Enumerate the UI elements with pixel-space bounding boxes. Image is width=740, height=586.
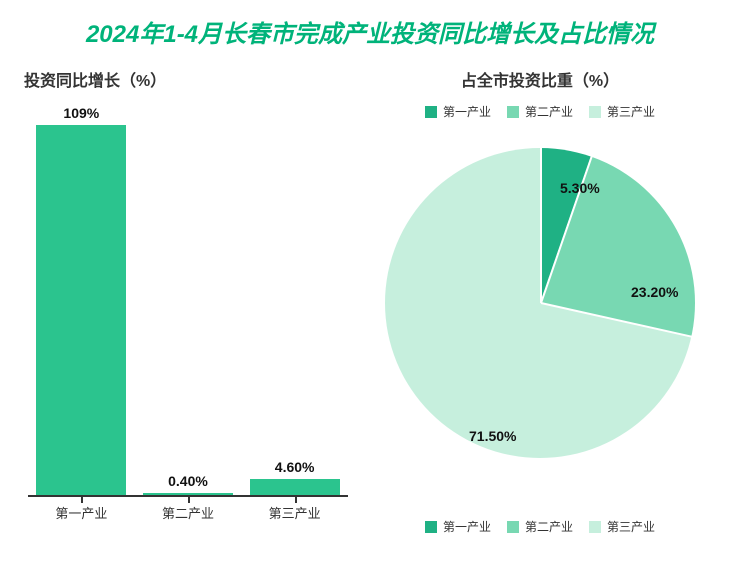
legend-item: 第三产业 bbox=[589, 518, 655, 535]
chart-container: 2024年1-4月长春市完成产业投资同比增长及占比情况 投资同比增长（%） 10… bbox=[0, 0, 740, 586]
pie-chart-subtitle: 占全市投资比重（%） bbox=[362, 67, 718, 91]
x-axis-tick bbox=[188, 495, 190, 503]
panels-row: 投资同比增长（%） 109%0.40%4.60% 第一产业第二产业第三产业 占全… bbox=[22, 67, 718, 567]
bar-value-label: 4.60% bbox=[275, 459, 315, 475]
legend-item: 第二产业 bbox=[507, 103, 573, 120]
bar-chart-panel: 投资同比增长（%） 109% 0.40% 4.60% 第一产业第二产业第三产业 bbox=[22, 67, 362, 567]
bar-wrap: 0.40% bbox=[143, 473, 233, 495]
legend-label: 第二产业 bbox=[525, 103, 573, 120]
legend-label: 第二产业 bbox=[525, 518, 573, 535]
legend-swatch bbox=[425, 106, 437, 118]
legend-item: 第三产业 bbox=[589, 103, 655, 120]
legend-item: 第一产业 bbox=[425, 103, 491, 120]
pie-separator bbox=[541, 302, 693, 338]
x-axis-label: 第三产业 bbox=[250, 503, 340, 522]
legend-swatch bbox=[589, 106, 601, 118]
legend-label: 第三产业 bbox=[607, 518, 655, 535]
pie-chart-panel: 占全市投资比重（%） 第一产业第二产业第三产业 5.30%23.20%71.50… bbox=[362, 67, 718, 567]
x-axis-label: 第二产业 bbox=[143, 503, 233, 522]
pie-slice-label: 71.50% bbox=[469, 428, 516, 444]
legend-swatch bbox=[507, 106, 519, 118]
bar-wrap: 109% bbox=[36, 105, 126, 495]
pie-legend-bottom: 第一产业 第二产业 第三产业 bbox=[362, 518, 718, 535]
bar-value-label: 0.40% bbox=[168, 473, 208, 489]
bar-plot-area: 109% 0.40% 4.60% 第一产业第二产业第三产业 bbox=[28, 107, 348, 527]
pie-separator bbox=[540, 156, 593, 303]
pie-wrap: 第一产业第二产业第三产业 5.30%23.20%71.50% 第一产业第二产业第… bbox=[362, 103, 718, 543]
bar-value-label: 109% bbox=[63, 105, 99, 121]
x-axis-tick bbox=[295, 495, 297, 503]
main-title: 2024年1-4月长春市完成产业投资同比增长及占比情况 bbox=[22, 14, 718, 49]
pie-separator bbox=[540, 148, 542, 303]
legend-swatch bbox=[507, 521, 519, 533]
pie-legend-top: 第一产业 第二产业 第三产业 bbox=[362, 103, 718, 120]
pie-circle: 5.30% 23.20% 71.50% bbox=[385, 148, 695, 458]
bar-rect bbox=[250, 479, 340, 495]
bar-rect bbox=[36, 125, 126, 495]
legend-label: 第一产业 bbox=[443, 518, 491, 535]
x-axis-row: 第一产业第二产业第三产业 bbox=[28, 497, 348, 527]
legend-swatch bbox=[425, 521, 437, 533]
legend-label: 第一产业 bbox=[443, 103, 491, 120]
legend-swatch bbox=[589, 521, 601, 533]
legend-item: 第一产业 bbox=[425, 518, 491, 535]
bars-row: 109% 0.40% 4.60% bbox=[28, 107, 348, 497]
x-axis-tick bbox=[81, 495, 83, 503]
bar-chart-subtitle: 投资同比增长（%） bbox=[24, 67, 362, 91]
legend-label: 第三产业 bbox=[607, 103, 655, 120]
legend-item: 第二产业 bbox=[507, 518, 573, 535]
pie-slice-label: 23.20% bbox=[631, 284, 678, 300]
x-axis-label: 第一产业 bbox=[36, 503, 126, 522]
bar-wrap: 4.60% bbox=[250, 459, 340, 495]
pie-slice-label: 5.30% bbox=[560, 180, 600, 196]
